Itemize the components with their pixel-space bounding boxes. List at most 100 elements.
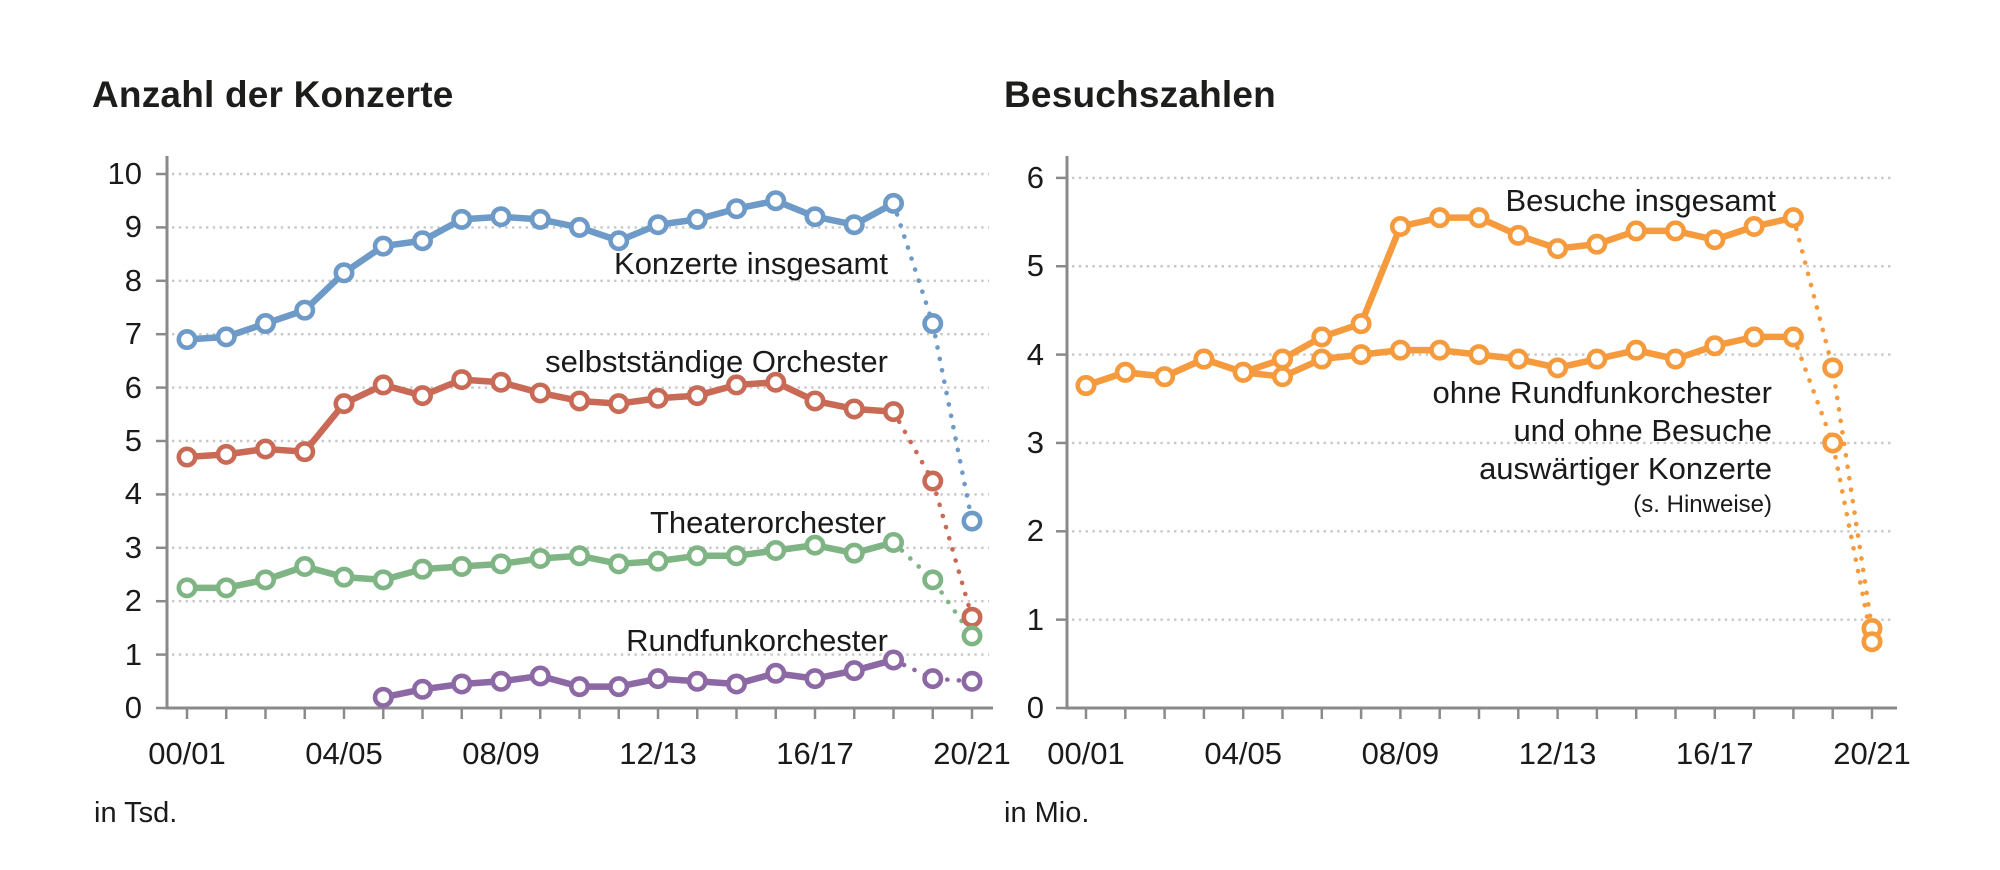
data-point-marker	[804, 390, 826, 412]
data-point-marker	[451, 369, 473, 391]
series-line-dotted	[1791, 334, 1875, 645]
data-point-marker	[961, 510, 983, 532]
data-point-marker	[922, 313, 944, 335]
data-point-marker	[529, 382, 551, 404]
left-chart-plot	[156, 156, 993, 719]
data-point-marker	[1311, 348, 1333, 370]
series-rundfunkorchester	[380, 656, 975, 701]
markers-layer	[1075, 207, 1883, 653]
data-point-marker	[176, 577, 198, 599]
data-point-marker	[882, 192, 904, 214]
data-point-marker	[451, 555, 473, 577]
data-point-marker	[1625, 339, 1647, 361]
data-point-marker	[1704, 229, 1726, 251]
data-point-marker	[608, 393, 630, 415]
left-unit-label: in Tsd.	[94, 797, 178, 829]
data-point-marker	[1743, 326, 1765, 348]
data-point-marker	[411, 385, 433, 407]
left-chart-title: Anzahl der Konzerte	[92, 74, 454, 115]
markers-layer	[176, 190, 983, 708]
data-point-marker	[1861, 631, 1883, 653]
data-point-marker	[686, 670, 708, 692]
data-point-marker	[1507, 224, 1529, 246]
data-point-marker	[922, 470, 944, 492]
data-point-marker	[961, 670, 983, 692]
right-chart-title: Besuchszahlen	[1004, 74, 1276, 115]
data-point-marker	[1272, 366, 1294, 388]
data-point-marker	[215, 577, 237, 599]
data-point-marker	[1311, 326, 1333, 348]
data-point-marker	[529, 665, 551, 687]
data-point-marker	[1665, 348, 1687, 370]
data-point-marker	[411, 558, 433, 580]
data-point-marker	[1782, 326, 1804, 348]
data-point-marker	[294, 299, 316, 321]
data-point-marker	[1429, 207, 1451, 229]
data-point-marker	[411, 678, 433, 700]
series-label-hinweise: (s. Hinweise)	[1633, 491, 1772, 518]
data-point-marker	[1625, 220, 1647, 242]
data-point-marker	[372, 235, 394, 257]
data-point-marker	[647, 550, 669, 572]
data-point-marker	[1507, 348, 1529, 370]
data-point-marker	[568, 390, 590, 412]
data-point-marker	[843, 660, 865, 682]
series-label-besuche-insgesamt: Besuche insgesamt	[1505, 183, 1776, 218]
data-point-marker	[529, 208, 551, 230]
data-point-marker	[1350, 344, 1372, 366]
data-point-marker	[922, 668, 944, 690]
data-point-marker	[294, 441, 316, 463]
data-point-marker	[1389, 215, 1411, 237]
data-point-marker	[568, 545, 590, 567]
data-point-marker	[254, 313, 276, 335]
data-point-marker	[1075, 375, 1097, 397]
data-point-marker	[804, 206, 826, 228]
data-point-marker	[176, 446, 198, 468]
data-point-marker	[843, 398, 865, 420]
data-point-marker	[686, 545, 708, 567]
data-point-marker	[725, 198, 747, 220]
data-point-marker	[333, 566, 355, 588]
right-chart-plot	[1056, 156, 1897, 719]
data-point-marker	[254, 569, 276, 591]
series-label-line-2: und ohne Besuche	[1513, 413, 1772, 448]
data-point-marker	[1586, 233, 1608, 255]
data-point-marker	[725, 673, 747, 695]
data-point-marker	[1743, 215, 1765, 237]
data-point-marker	[647, 668, 669, 690]
data-point-marker	[1547, 357, 1569, 379]
data-point-marker	[1429, 339, 1451, 361]
data-point-marker	[254, 438, 276, 460]
data-point-marker	[1468, 344, 1490, 366]
data-point-marker	[568, 676, 590, 698]
series-label-line-1: ohne Rundfunkorchester	[1432, 375, 1772, 410]
data-point-marker	[1272, 348, 1294, 370]
data-point-marker	[294, 555, 316, 577]
data-point-marker	[686, 385, 708, 407]
data-point-marker	[372, 374, 394, 396]
data-point-marker	[765, 662, 787, 684]
data-point-marker	[1350, 313, 1372, 335]
data-point-marker	[765, 539, 787, 561]
data-point-marker	[1822, 357, 1844, 379]
data-point-marker	[490, 670, 512, 692]
data-point-marker	[1468, 207, 1490, 229]
series-line-dotted	[891, 657, 975, 684]
data-point-marker	[804, 534, 826, 556]
data-point-marker	[686, 208, 708, 230]
data-point-marker	[372, 569, 394, 591]
right-unit-label: in Mio.	[1004, 797, 1090, 829]
data-point-marker	[1704, 335, 1726, 357]
data-point-marker	[843, 214, 865, 236]
data-point-marker	[1114, 361, 1136, 383]
data-point-marker	[568, 216, 590, 238]
data-point-marker	[176, 329, 198, 351]
series-label-konzerte-insgesamt: Konzerte insgesamt	[614, 246, 888, 281]
data-point-marker	[411, 230, 433, 252]
series-line-dotted	[1791, 215, 1875, 631]
data-point-marker	[1193, 348, 1215, 370]
data-point-marker	[1586, 348, 1608, 370]
data-point-marker	[922, 569, 944, 591]
data-point-marker	[372, 686, 394, 708]
series-label-theaterorchester: Theaterorchester	[649, 505, 886, 540]
